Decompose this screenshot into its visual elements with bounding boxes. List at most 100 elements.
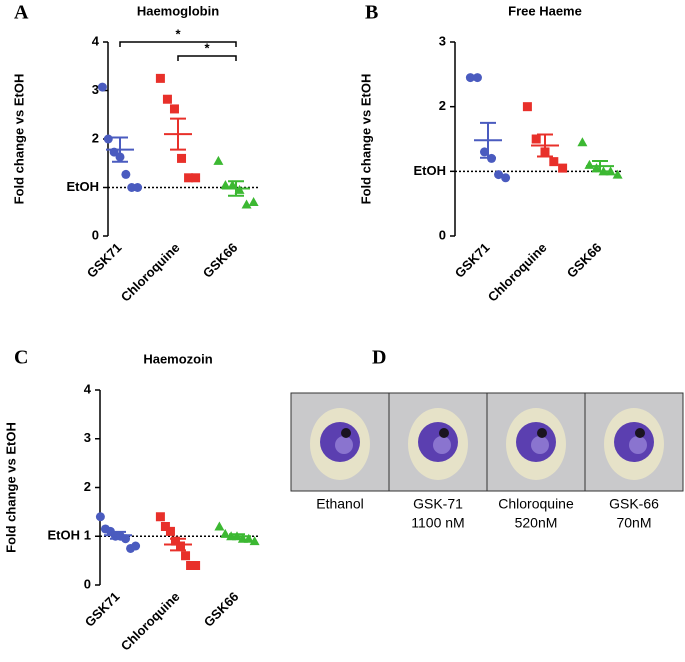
image-label: 1100 nM xyxy=(411,515,464,531)
image-label: GSK-71 xyxy=(413,496,463,512)
panel-letter: A xyxy=(14,2,29,24)
sem-bar xyxy=(229,533,245,540)
sem-bar xyxy=(228,180,244,197)
y-tick-label: 3 xyxy=(92,82,99,97)
y-tick-label: 0 xyxy=(439,227,446,242)
data-point xyxy=(131,541,141,551)
y-tick-label: 0 xyxy=(84,576,91,591)
parasite-core xyxy=(335,436,353,454)
y-tick-label: 3 xyxy=(439,33,446,48)
data-point xyxy=(243,533,254,543)
chart-title: Haemoglobin xyxy=(137,3,219,18)
panel-letter: D xyxy=(372,347,386,369)
data-point xyxy=(176,541,186,551)
data-point xyxy=(165,526,175,536)
data-point xyxy=(181,551,191,561)
y-axis-label: Fold change vs EtOH xyxy=(11,74,26,205)
y-tick-label: EtOH xyxy=(414,163,447,178)
data-point xyxy=(241,199,252,209)
y-tick-label: 3 xyxy=(84,430,91,445)
data-point xyxy=(155,73,165,83)
panel-letter: C xyxy=(14,347,28,369)
data-point xyxy=(169,104,179,114)
x-tick-label: Chloroquine xyxy=(118,589,183,654)
data-point xyxy=(591,163,602,173)
x-tick-label: Chloroquine xyxy=(485,240,550,305)
parasite-core xyxy=(531,436,549,454)
image-label: 520nM xyxy=(515,515,558,531)
y-tick-label: 2 xyxy=(92,130,99,145)
data-point xyxy=(531,134,541,144)
y-tick-label: EtOH xyxy=(67,179,100,194)
data-point xyxy=(160,522,170,531)
y-tick-label: 1 xyxy=(84,528,91,543)
data-point xyxy=(103,134,113,144)
x-tick-label: GSK71 xyxy=(84,240,125,281)
data-point xyxy=(479,147,489,157)
y-tick-label: 2 xyxy=(439,98,446,113)
y-tick-label: 2 xyxy=(84,479,91,494)
significance-label: * xyxy=(175,26,181,41)
data-point xyxy=(214,521,225,531)
data-point xyxy=(501,173,511,183)
data-point xyxy=(95,512,105,522)
data-point xyxy=(170,536,180,546)
sem-bar xyxy=(170,537,186,552)
y-axis-label: Fold change vs EtOH xyxy=(358,74,373,205)
data-point xyxy=(472,73,482,83)
data-point xyxy=(191,173,201,183)
sem-bar xyxy=(110,530,126,540)
haemozoin xyxy=(341,428,351,438)
data-point xyxy=(612,169,623,179)
data-point xyxy=(494,170,504,180)
sem-bar xyxy=(537,133,553,158)
image-label: Chloroquine xyxy=(498,496,574,512)
data-point xyxy=(549,157,559,167)
x-tick-label: GSK66 xyxy=(564,240,605,281)
data-point xyxy=(121,169,131,179)
data-point xyxy=(558,163,568,173)
data-point xyxy=(249,536,260,546)
data-point xyxy=(177,153,187,163)
x-tick-label: Chloroquine xyxy=(118,240,183,305)
data-point xyxy=(577,137,588,147)
haemozoin xyxy=(537,428,547,438)
x-tick-label: GSK66 xyxy=(200,240,241,281)
data-point xyxy=(248,197,259,207)
panel-letter: B xyxy=(365,2,378,24)
data-point xyxy=(184,173,194,183)
y-tick-label: 0 xyxy=(92,227,99,242)
data-point xyxy=(213,155,224,165)
data-point xyxy=(97,82,107,92)
significance-label: * xyxy=(204,40,210,55)
parasite-core xyxy=(433,436,451,454)
data-point xyxy=(522,102,532,112)
data-point xyxy=(155,512,165,522)
x-tick-label: GSK71 xyxy=(82,589,123,630)
x-tick-label: GSK71 xyxy=(452,240,493,281)
sem-bar xyxy=(480,121,496,159)
data-point xyxy=(186,561,196,570)
data-point xyxy=(162,94,172,104)
sem-bar xyxy=(592,159,608,173)
data-point xyxy=(605,166,616,176)
data-point xyxy=(133,183,143,192)
data-point xyxy=(220,180,231,190)
parasite-core xyxy=(629,436,647,454)
y-tick-label: 4 xyxy=(84,381,92,396)
image-label: Ethanol xyxy=(316,496,363,512)
chart-title: Haemozoin xyxy=(143,351,212,366)
significance-bracket xyxy=(119,41,237,47)
sem-bar xyxy=(112,136,128,163)
haemozoin xyxy=(439,428,449,438)
image-label: 70nM xyxy=(616,515,651,531)
reference-label: EtOH xyxy=(48,528,81,543)
sem-bar xyxy=(170,117,186,151)
data-point xyxy=(465,73,475,83)
data-point xyxy=(227,180,238,190)
haemozoin xyxy=(635,428,645,438)
image-label: GSK-66 xyxy=(609,496,659,512)
chart-title: Free Haeme xyxy=(508,3,582,18)
x-tick-label: GSK66 xyxy=(201,589,242,630)
